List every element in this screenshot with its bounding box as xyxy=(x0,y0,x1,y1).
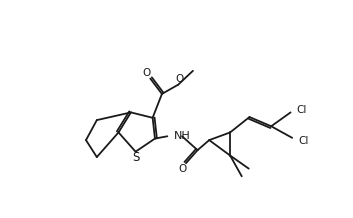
Text: Cl: Cl xyxy=(297,105,307,115)
Text: O: O xyxy=(176,74,184,84)
Text: O: O xyxy=(179,164,187,174)
Text: Cl: Cl xyxy=(298,136,309,146)
Text: S: S xyxy=(133,151,140,164)
Text: NH: NH xyxy=(174,131,191,141)
Text: O: O xyxy=(142,68,150,78)
